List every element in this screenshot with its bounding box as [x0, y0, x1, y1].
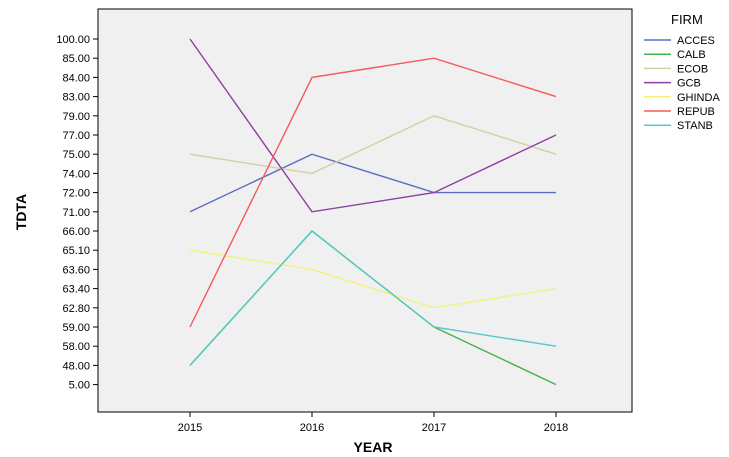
y-tick-label: 83.00	[62, 92, 90, 104]
y-tick-label: 77.00	[62, 130, 90, 142]
x-tick-label: 2015	[178, 422, 202, 434]
legend-label-ecob: ECOB	[677, 63, 708, 75]
legend-label-calb: CALB	[677, 49, 706, 61]
y-tick-label: 62.80	[62, 303, 90, 315]
series-line-gcb	[189, 38, 557, 213]
y-tick-label: 5.00	[69, 380, 90, 392]
legend-label-stanb: STANB	[677, 120, 713, 132]
legend: FIRM ACCES CALB ECOB GCB GHINDA REPUB STANB	[644, 12, 720, 132]
y-tick-label: 72.00	[62, 188, 90, 200]
y-tick-label: 85.00	[62, 53, 90, 65]
legend-label-repub: REPUB	[677, 106, 715, 118]
y-tick-label: 75.00	[62, 149, 90, 161]
y-tick-label: 63.60	[62, 264, 90, 276]
y-axis-title: TDTA	[13, 194, 29, 230]
series-line-ecob	[189, 115, 557, 175]
y-tick-label: 65.10	[62, 245, 90, 257]
y-tick-label: 100.00	[56, 34, 90, 46]
x-tick-label: 2018	[544, 422, 568, 434]
x-axis-title: YEAR	[354, 439, 393, 455]
y-tick-label: 63.40	[62, 284, 90, 296]
y-tick-label: 74.00	[62, 168, 90, 180]
x-axis: 2015 2016 2017 2018	[178, 412, 568, 434]
series-lines	[189, 38, 557, 386]
y-tick-label: 66.00	[62, 226, 90, 238]
legend-label-gcb: GCB	[677, 78, 701, 90]
series-line-repub	[189, 57, 557, 328]
y-axis: 100.00 85.00 84.00 83.00 79.00 77.00 75.00 74.0…	[56, 34, 98, 392]
series-line-acces	[189, 153, 556, 213]
y-tick-label: 59.00	[62, 322, 90, 334]
y-tick-label: 79.00	[62, 111, 90, 123]
legend-title: FIRM	[671, 12, 703, 27]
x-tick-label: 2017	[422, 422, 446, 434]
y-tick-label: 48.00	[62, 360, 90, 372]
series-line-ghinda	[189, 249, 557, 309]
legend-label-acces: ACCES	[677, 35, 715, 47]
y-tick-label: 71.00	[62, 207, 90, 219]
legend-label-ghinda: GHINDA	[677, 92, 720, 104]
x-tick-label: 2016	[300, 422, 324, 434]
series-line-stanb	[189, 230, 557, 366]
y-tick-label: 84.00	[62, 72, 90, 84]
y-tick-label: 58.00	[62, 341, 90, 353]
